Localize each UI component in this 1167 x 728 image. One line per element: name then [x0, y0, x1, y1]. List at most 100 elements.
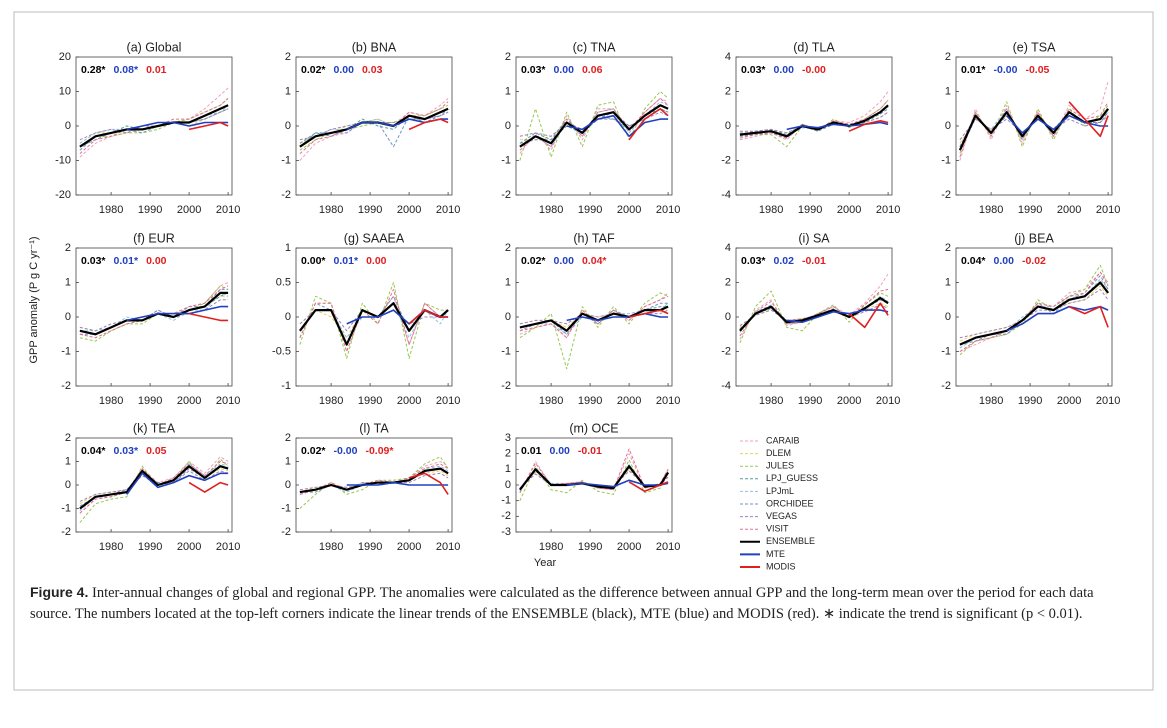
trend-label: 0.00: [146, 255, 167, 267]
x-tick-label: 1980: [759, 204, 783, 216]
x-tick-label: 2010: [876, 204, 900, 216]
trend-label: 0.00: [774, 64, 795, 76]
trend-label: 0.02*: [301, 445, 326, 457]
series-line: [739, 104, 889, 138]
y-tick-label: 0: [505, 120, 511, 132]
x-tick-label: 2000: [837, 395, 861, 407]
x-tick-label: 2000: [177, 541, 201, 553]
x-tick-label: 1990: [138, 395, 162, 407]
x-tick-label: 2010: [216, 204, 240, 216]
y-tick-label: -2: [941, 189, 951, 201]
trend-label: 0.03*: [741, 255, 766, 267]
y-tick-label: 10: [59, 85, 71, 97]
series-line: [519, 97, 669, 151]
series-line: [188, 312, 229, 322]
y-tick-label: 20: [59, 51, 71, 63]
plot-frame: [75, 247, 233, 387]
y-tick-label: 1: [945, 85, 951, 97]
legend-label: DLEM: [766, 448, 791, 458]
y-tick-label: 1: [945, 276, 951, 288]
x-tick-label: 1990: [798, 395, 822, 407]
series-line: [848, 120, 889, 132]
x-tick-label: 1990: [798, 204, 822, 216]
x-tick-label: 2000: [1057, 395, 1081, 407]
series-line: [739, 288, 889, 337]
series-line: [519, 309, 669, 325]
trend-label: 0.00: [554, 255, 575, 267]
legend-label: MODIS: [766, 561, 796, 571]
series-line: [1006, 114, 1109, 134]
series-line: [408, 472, 449, 495]
y-tick-label: 2: [505, 51, 511, 63]
y-tick-label: -20: [55, 189, 71, 201]
trend-label: -0.01: [802, 255, 826, 267]
legend-label: JULES: [766, 461, 794, 471]
trend-label: 0.00: [366, 255, 387, 267]
trend-label: 0.08*: [114, 64, 139, 76]
chart-title: (m) OCE: [569, 421, 618, 435]
legend-label: LPJmL: [766, 486, 794, 496]
series-line: [519, 295, 669, 339]
trend-label: 0.03: [362, 64, 383, 76]
y-tick-label: 1: [505, 276, 511, 288]
x-tick-label: 1980: [99, 541, 123, 553]
x-tick-label: 2010: [656, 541, 680, 553]
trend-label: -0.00: [802, 64, 826, 76]
trend-label: 0.02: [774, 255, 795, 267]
series-line: [566, 479, 669, 488]
x-axis-label: Year: [534, 557, 557, 569]
plot-frame: [735, 56, 893, 196]
caption-text: Inter-annual changes of global and regio…: [30, 585, 1094, 622]
series-line: [628, 108, 669, 141]
y-tick-label: 0: [505, 479, 511, 491]
series-line: [79, 461, 229, 514]
plot-frame: [515, 247, 673, 387]
series-line: [408, 118, 449, 131]
x-tick-label: 2010: [436, 204, 460, 216]
trend-label: 0.03*: [521, 64, 546, 76]
y-tick-label: -2: [501, 189, 511, 201]
y-tick-label: -1: [501, 495, 511, 507]
y-tick-label: 0: [65, 120, 71, 132]
figure-border: [13, 11, 1154, 691]
trend-label: -0.09*: [365, 445, 394, 457]
y-tick-label: 0: [65, 311, 71, 323]
chart-title: (l) TA: [359, 421, 389, 435]
series-line: [519, 104, 669, 148]
trend-label: -0.01: [578, 445, 602, 457]
x-tick-label: 2010: [436, 541, 460, 553]
series-line: [188, 481, 229, 493]
y-tick-label: 1: [65, 455, 71, 467]
series-line: [519, 292, 669, 370]
x-tick-label: 2000: [1057, 204, 1081, 216]
y-tick-label: 1: [505, 463, 511, 475]
trend-label: 0.02*: [521, 255, 546, 267]
trend-label: 0.00: [334, 64, 355, 76]
legend-label: VEGAS: [766, 511, 797, 521]
y-tick-label: 1: [505, 85, 511, 97]
trend-label: 0.03*: [114, 445, 139, 457]
plot-frame: [515, 56, 673, 196]
y-axis-label: GPP anomaly (P g C yr⁻¹): [28, 236, 40, 363]
y-tick-label: 1: [285, 85, 291, 97]
legend-label: VISIT: [766, 524, 789, 534]
chart-title: (h) TAF: [573, 231, 615, 245]
trend-label: 0.28*: [81, 64, 106, 76]
series-line: [848, 302, 889, 329]
x-tick-label: 2000: [617, 541, 641, 553]
x-tick-label: 2000: [397, 395, 421, 407]
y-tick-label: 2: [285, 432, 291, 444]
y-tick-label: -3: [501, 526, 511, 538]
series-line: [346, 481, 449, 486]
series-line: [959, 81, 1109, 161]
series-line: [959, 264, 1109, 356]
series-line: [786, 121, 889, 131]
x-tick-label: 1990: [138, 541, 162, 553]
y-tick-label: 0: [285, 311, 291, 323]
series-line: [1068, 101, 1109, 138]
x-tick-label: 2000: [177, 204, 201, 216]
y-tick-label: -2: [61, 380, 71, 392]
x-tick-label: 1990: [578, 541, 602, 553]
x-tick-label: 1990: [358, 204, 382, 216]
trend-label: 0.01*: [334, 255, 359, 267]
